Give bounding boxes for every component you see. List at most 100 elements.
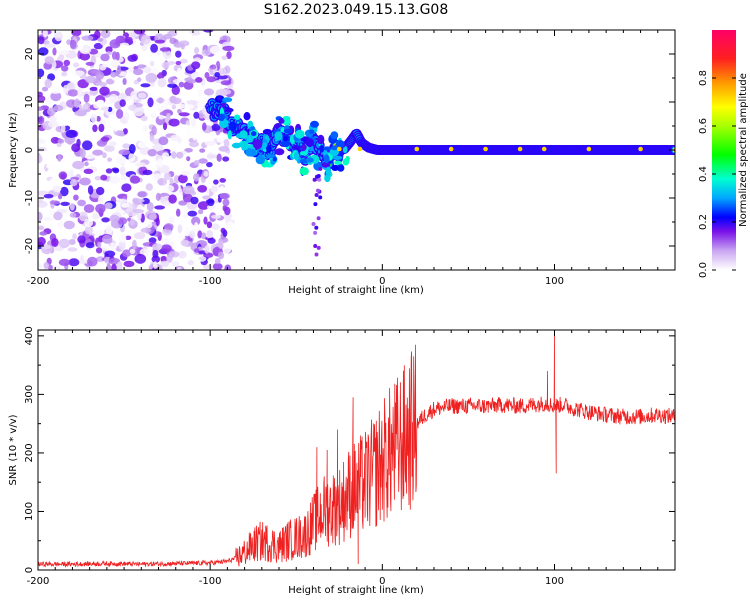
noise-blob — [119, 42, 129, 47]
noise-blob — [190, 196, 199, 205]
noise-blob — [77, 199, 86, 207]
noise-blob — [92, 149, 104, 156]
ridge-highlight — [448, 146, 454, 152]
transition-blob — [221, 103, 226, 108]
noise-blob — [84, 154, 96, 159]
noise-blob — [108, 93, 119, 104]
noise-blob — [219, 178, 226, 183]
transition-blob — [305, 138, 314, 148]
noise-blob — [187, 210, 198, 217]
noise-blob — [112, 168, 120, 174]
noise-blob — [93, 42, 103, 50]
noise-blob — [129, 175, 141, 184]
noise-blob — [47, 107, 56, 116]
tail-blob — [313, 230, 318, 235]
noise-blob — [183, 213, 188, 219]
noise-blob — [214, 72, 220, 78]
noise-blob — [204, 245, 210, 254]
noise-blob — [38, 153, 42, 163]
noise-blob — [127, 54, 137, 62]
colorbar-tick-label: 0.4 — [698, 166, 709, 182]
noise-blob — [92, 124, 98, 133]
noise-blob — [201, 49, 212, 56]
noise-blob — [101, 234, 113, 244]
noise-blob — [42, 30, 48, 38]
noise-blob — [110, 242, 117, 250]
noise-blob — [186, 132, 193, 139]
noise-blob — [194, 47, 200, 55]
noise-blob — [94, 30, 101, 40]
noise-blob — [171, 97, 182, 105]
noise-blob — [128, 66, 134, 73]
noise-blob — [83, 204, 95, 213]
noise-blob — [74, 98, 80, 108]
noise-blob — [145, 221, 153, 229]
noise-blob — [176, 104, 187, 109]
noise-blob — [177, 137, 182, 144]
noise-blob — [69, 169, 74, 178]
ridge-segment — [236, 121, 240, 124]
noise-blob — [123, 260, 135, 268]
noise-blob — [198, 209, 204, 215]
noise-blob — [162, 228, 173, 236]
noise-blob — [163, 184, 175, 193]
noise-blob — [207, 198, 215, 207]
noise-blob — [78, 40, 84, 51]
noise-blob — [203, 216, 208, 225]
noise-blob — [53, 104, 64, 112]
noise-blob — [168, 234, 174, 243]
noise-blob — [212, 262, 223, 270]
noise-blob — [168, 216, 175, 224]
noise-blob — [158, 115, 165, 120]
noise-blob — [117, 209, 125, 215]
noise-blob — [60, 186, 69, 197]
noise-blob — [97, 197, 104, 203]
noise-blob — [69, 39, 77, 50]
tail-blob — [311, 222, 316, 226]
noise-blob — [81, 35, 94, 41]
noise-blob — [193, 173, 200, 182]
tail-blob — [314, 252, 319, 257]
noise-blob — [58, 258, 71, 266]
noise-blob — [65, 129, 78, 138]
noise-blob — [161, 61, 170, 69]
noise-blob — [105, 78, 115, 85]
colorbar-ticks: 0.0 0.2 0.4 0.6 0.8 — [698, 70, 736, 278]
noise-blob — [97, 241, 102, 248]
noise-blob — [116, 65, 122, 75]
noise-blob — [136, 262, 144, 270]
spectrogram-heat-layer — [38, 30, 675, 270]
transition-blob — [231, 142, 242, 149]
spectrogram-x-label: Height of straight line (km) — [288, 285, 424, 296]
transition-blob — [252, 139, 263, 150]
tail-blob — [316, 216, 321, 221]
transition-blob — [274, 131, 283, 141]
x-tick-label: 100 — [545, 276, 564, 287]
tail-blob — [316, 245, 321, 250]
noise-blob — [132, 209, 145, 214]
noise-blob — [140, 83, 151, 88]
noise-blob — [136, 77, 142, 82]
noise-blob — [186, 156, 191, 162]
noise-blob — [96, 115, 101, 122]
spectrogram-y-ticks: -20 -10 0 10 20 — [24, 29, 675, 271]
noise-blob — [95, 81, 108, 87]
noise-blob — [85, 75, 97, 84]
noise-blob — [197, 185, 208, 193]
snr-x-ticks: -200 -100 0 100 — [27, 330, 676, 587]
transition-blob — [262, 142, 268, 150]
noise-blob — [127, 46, 132, 52]
noise-blob — [104, 145, 115, 152]
noise-blob — [146, 202, 154, 212]
noise-blob — [52, 185, 62, 193]
noise-blob — [163, 49, 172, 60]
noise-blob — [209, 64, 217, 70]
noise-blob — [120, 202, 130, 208]
noise-blob — [199, 148, 206, 153]
noise-blob — [171, 261, 180, 267]
ridge-highlight — [541, 146, 547, 152]
snr-plot-area — [38, 330, 675, 570]
transition-blob — [281, 139, 291, 148]
noise-blob — [49, 115, 58, 122]
noise-blob — [168, 251, 180, 258]
